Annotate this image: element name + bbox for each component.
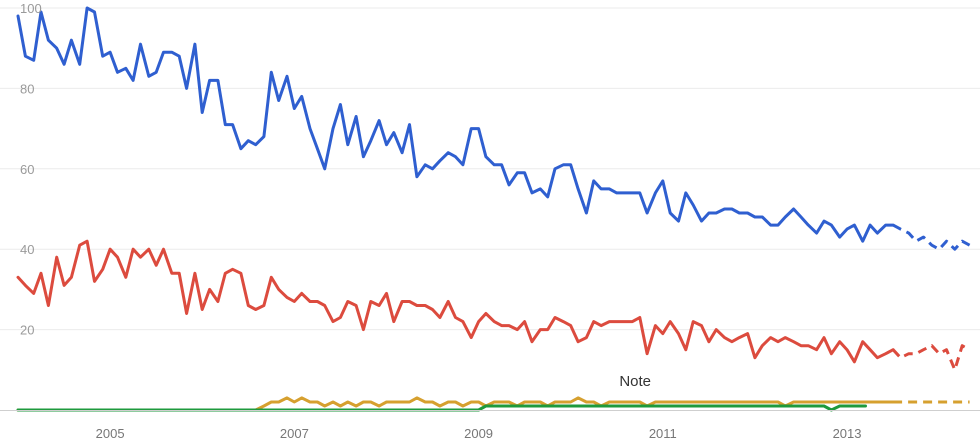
note-annotation: Note (619, 373, 651, 390)
series-1-line (16, 6, 895, 243)
y-tick-label: 60 (20, 162, 34, 177)
grid-layer (0, 7, 980, 331)
series-2-forecast-line (891, 344, 971, 372)
series-2-line (16, 239, 895, 364)
x-tick-label: 2007 (280, 426, 309, 441)
series-3-line (16, 396, 895, 412)
y-tick-label: 20 (20, 323, 34, 338)
x-tick-label: 2013 (833, 426, 862, 441)
x-tick-label: 2005 (96, 426, 125, 441)
x-tick-label: 2009 (464, 426, 493, 441)
y-tick-label: 100 (20, 1, 42, 16)
y-tick-label: 80 (20, 81, 34, 96)
y-tick-label: 40 (20, 242, 34, 257)
x-tick-label: 2011 (649, 426, 677, 441)
series-1-forecast-line (892, 223, 971, 251)
series-layer (16, 6, 971, 412)
annotation-layer: Note (619, 373, 651, 390)
